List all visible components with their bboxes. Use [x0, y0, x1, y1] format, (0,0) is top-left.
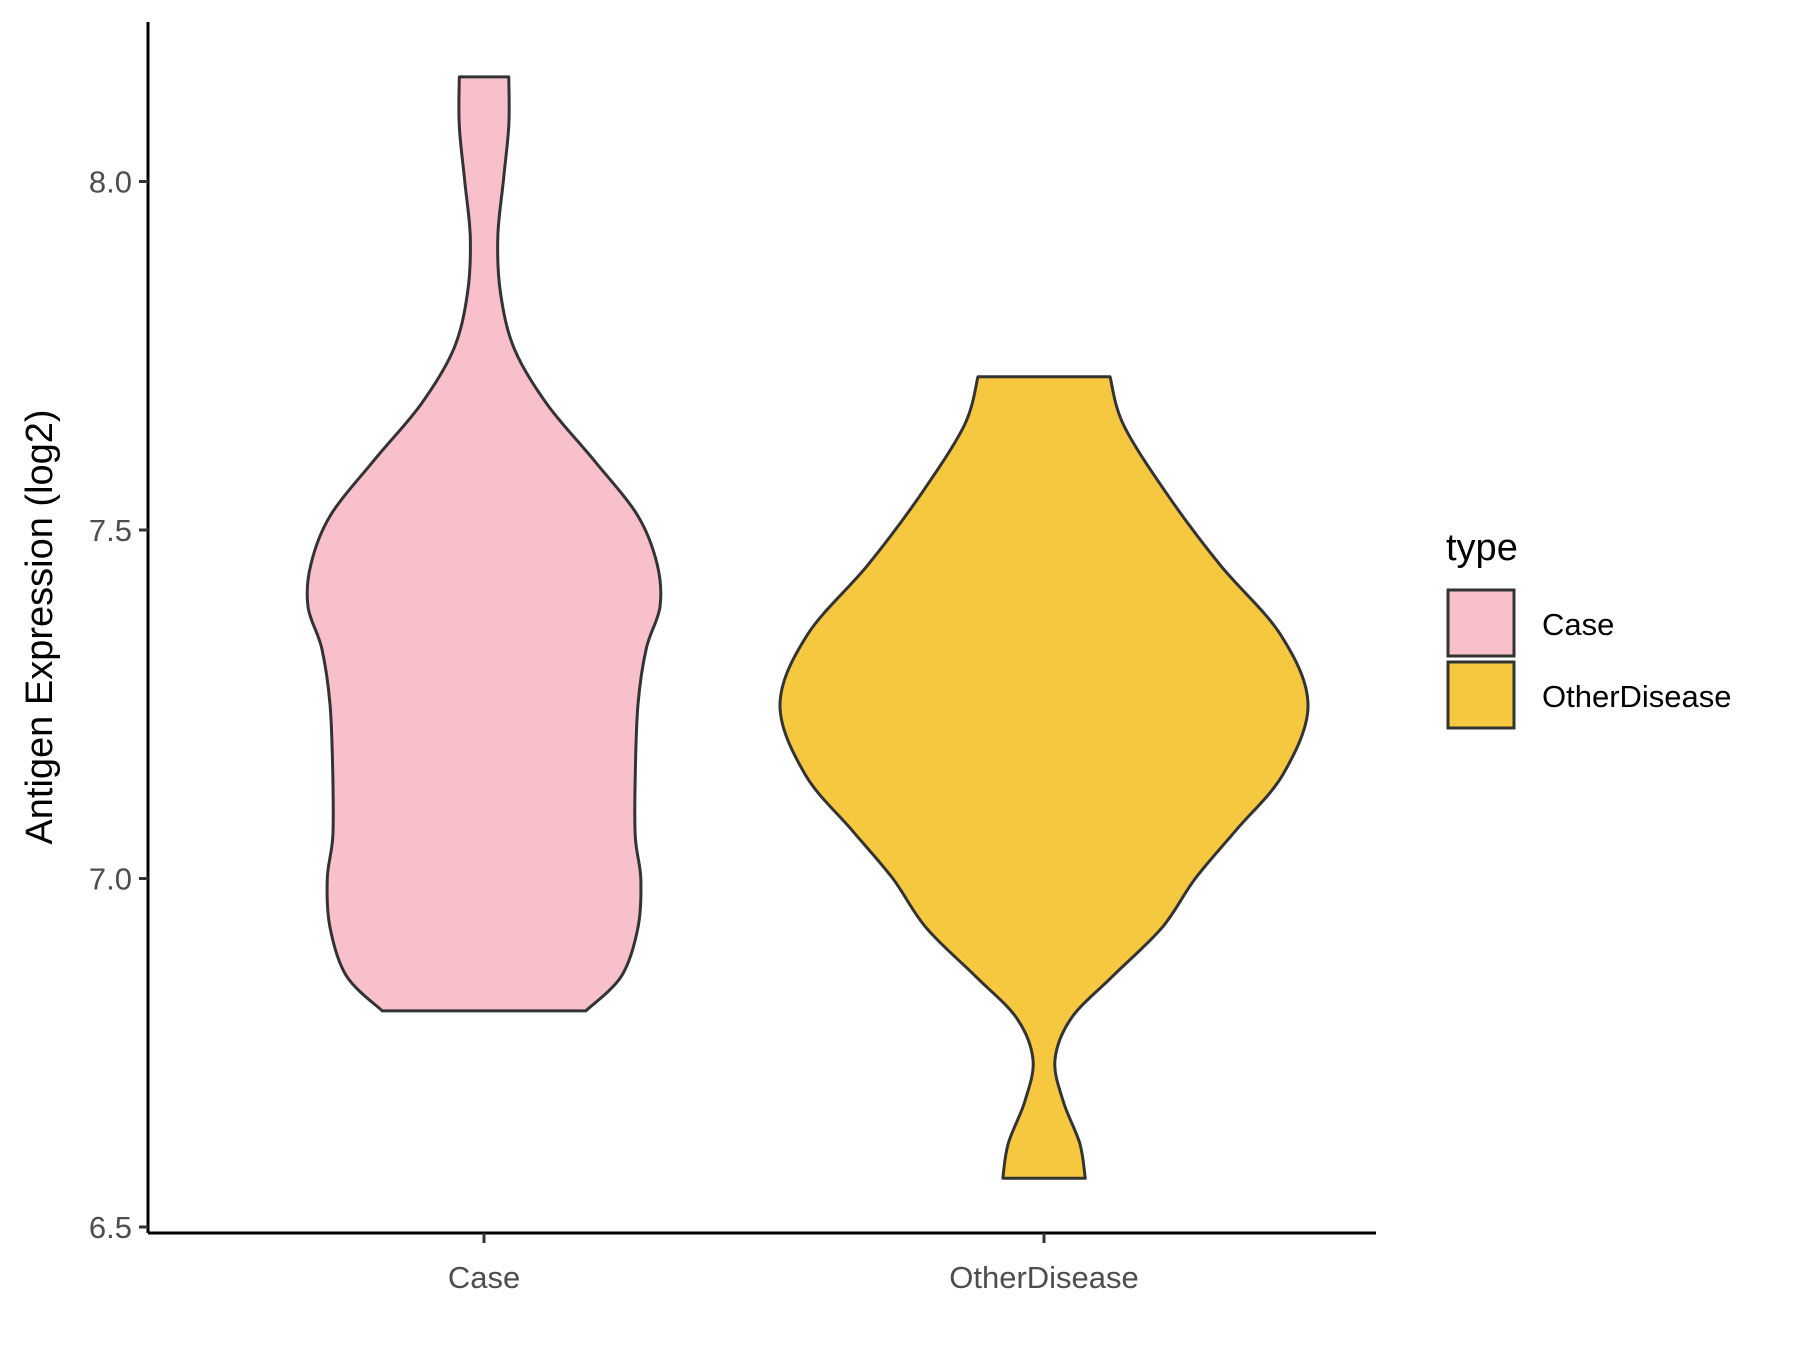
x-tick-label-otherdisease: OtherDisease	[949, 1260, 1139, 1295]
y-tick-label: 8.0	[89, 165, 132, 200]
legend-key-otherdisease	[1446, 660, 1516, 730]
y-axis-ticks: 6.5 7.0 7.5 8.0	[89, 165, 148, 1245]
legend-key-case	[1446, 588, 1516, 658]
legend-label-case: Case	[1542, 607, 1614, 642]
y-tick-label: 7.5	[89, 513, 132, 548]
legend: type Case OtherDisease	[1446, 527, 1732, 730]
legend-title: type	[1446, 527, 1518, 569]
violin-otherdisease	[778, 375, 1310, 1180]
x-tick-label-case: Case	[448, 1260, 520, 1295]
y-tick-label: 7.0	[89, 862, 132, 897]
y-axis-title: Antigen Expression (log2)	[19, 409, 61, 844]
violins-layer	[305, 75, 1310, 1180]
violin-case	[305, 75, 663, 1013]
x-axis-ticks: Case OtherDisease	[448, 1233, 1139, 1295]
legend-label-otherdisease: OtherDisease	[1542, 679, 1732, 714]
y-tick-label: 6.5	[89, 1210, 132, 1245]
